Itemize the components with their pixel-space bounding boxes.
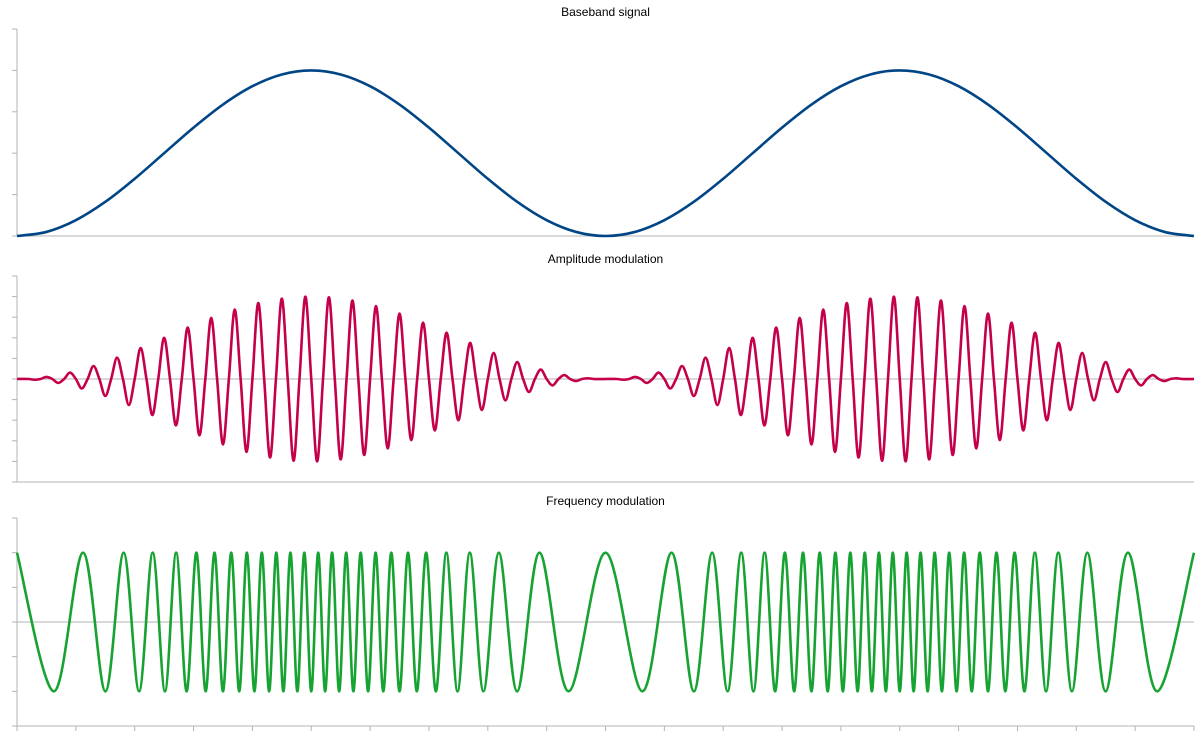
chart-title: Amplitude modulation: [548, 252, 663, 266]
chart-title: Baseband signal: [561, 5, 650, 19]
chart-title: Frequency modulation: [546, 494, 665, 508]
signal-line: [15, 551, 1196, 693]
signal-line: [16, 295, 1195, 463]
signal-line: [16, 69, 1195, 238]
